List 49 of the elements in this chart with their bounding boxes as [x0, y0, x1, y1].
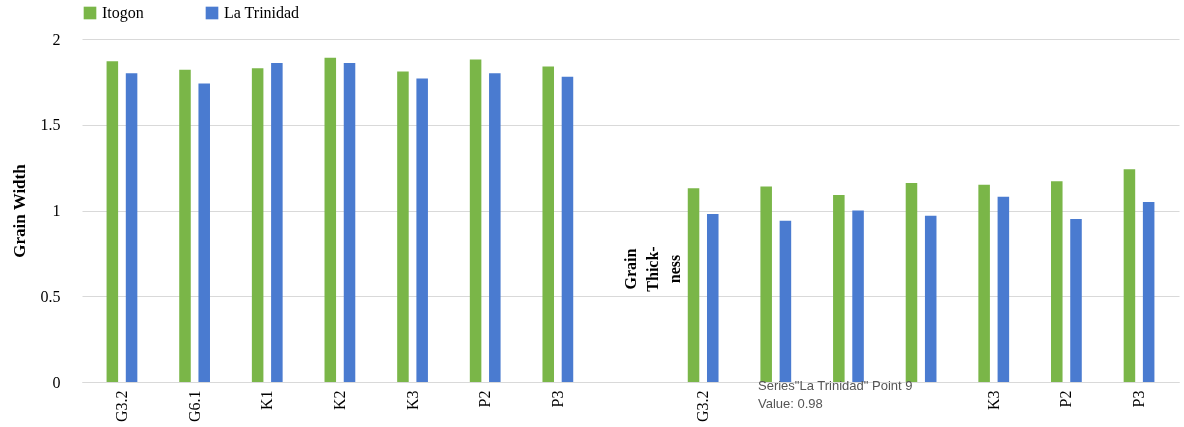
x-tick-label: P2	[1057, 390, 1075, 408]
bar	[997, 196, 1010, 382]
x-tick-label: G6.1	[185, 390, 203, 423]
annotation: Grain Thick- ness	[621, 246, 683, 292]
bar	[179, 69, 191, 382]
bar	[125, 73, 138, 382]
bar	[760, 186, 772, 382]
bar	[707, 213, 719, 382]
x-tick-label: K3	[984, 390, 1002, 411]
bar	[687, 188, 700, 382]
bar	[1142, 201, 1155, 382]
bar	[924, 215, 937, 382]
bar	[397, 71, 409, 382]
annotation: Series"La Trinidad" Point 9 Value: 0.98	[758, 378, 913, 411]
bar	[489, 73, 501, 382]
bar	[416, 78, 428, 382]
bar	[1123, 169, 1136, 382]
bar	[561, 76, 574, 382]
x-tick-label: P3	[548, 390, 566, 408]
y-axis-title: Grain Width	[9, 163, 29, 258]
y-tick-label: 0	[52, 373, 61, 391]
x-tick-label: K1	[258, 390, 276, 411]
x-tick-label: P3	[1130, 390, 1148, 408]
bar	[852, 210, 864, 382]
x-tick-label: G3.2	[112, 390, 130, 423]
legend-label: La Trinidad	[224, 4, 300, 21]
bar	[978, 184, 990, 382]
bar	[106, 61, 119, 382]
y-tick-label: 0.5	[40, 287, 61, 305]
legend-label: Itogon	[102, 4, 144, 22]
bar	[1070, 219, 1082, 382]
x-tick-label: G3.2	[694, 390, 712, 423]
bar	[469, 59, 482, 382]
bar	[1051, 181, 1063, 382]
x-tick-label: P2	[476, 390, 494, 408]
bar	[251, 68, 264, 382]
bar	[542, 66, 554, 382]
bar	[324, 57, 337, 382]
x-tick-label: K3	[403, 390, 421, 411]
x-tick-label: K2	[330, 390, 348, 411]
bar	[271, 63, 283, 382]
y-tick-label: 1	[52, 202, 61, 219]
bar	[343, 63, 356, 382]
y-tick-label: 1.5	[40, 116, 61, 134]
bar	[198, 83, 210, 382]
bar	[779, 220, 792, 382]
bar	[833, 195, 845, 382]
bar	[905, 183, 918, 382]
y-tick-label: 2	[52, 30, 61, 48]
